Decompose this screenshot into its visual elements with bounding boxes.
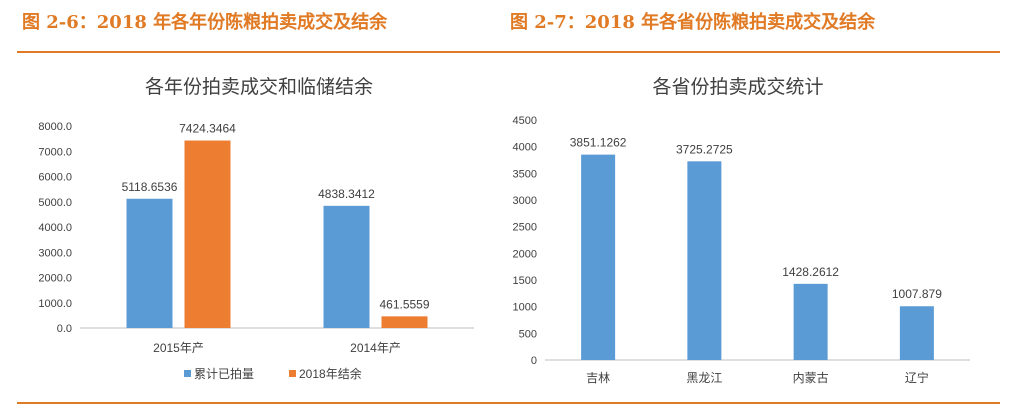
data-label: 3851.1262 [570, 136, 627, 150]
category-label: 2014年产 [350, 341, 401, 355]
bar [323, 205, 370, 328]
data-label: 461.5559 [379, 297, 429, 311]
y-tick-label: 4500 [513, 115, 537, 127]
y-tick-label: 1000.0 [38, 298, 72, 310]
y-tick-label: 3500 [513, 168, 537, 180]
category-label: 内蒙古 [793, 370, 829, 385]
figure-2-7-title: 图 2-7：2018 年各省份陈粮拍卖成交及结余 [510, 12, 876, 33]
category-label: 辽宁 [905, 370, 929, 385]
bar [581, 154, 616, 360]
y-tick-label: 5000.0 [38, 197, 72, 209]
y-tick-label: 3000.0 [38, 247, 72, 259]
chart-by-province: 各省份拍卖成交统计 0 500 1000 1500 2000 2500 3000 3500 400… [513, 76, 970, 385]
bar [793, 283, 828, 360]
y-tick-label: 1000 [513, 302, 537, 314]
y-tick-label: 1500 [513, 275, 537, 287]
legend-swatch [184, 370, 191, 377]
bar [381, 316, 428, 328]
y-tick-label: 0 [531, 355, 537, 367]
y-tick-label: 4000.0 [38, 222, 72, 234]
data-label: 1428.2612 [782, 265, 839, 279]
chart-title: 各省份拍卖成交统计 [652, 76, 823, 98]
data-label: 1007.879 [892, 287, 942, 301]
bar [899, 306, 934, 360]
top-divider [17, 51, 1000, 53]
category-label: 黑龙江 [686, 371, 722, 385]
chart-title: 各年份拍卖成交和临储结余 [145, 76, 373, 98]
y-tick-label: 7000.0 [38, 146, 72, 158]
y-tick-label: 2500 [513, 222, 537, 234]
bar [687, 161, 722, 360]
category-label: 吉林 [586, 371, 610, 385]
figure-2-6-title: 图 2-6：2018 年各年份陈粮拍卖成交及结余 [22, 12, 388, 33]
data-label: 3725.2725 [676, 142, 733, 156]
y-tick-label: 2000.0 [38, 273, 72, 285]
y-tick-label: 6000.0 [38, 172, 72, 184]
bar [184, 140, 231, 328]
y-tick-label: 4000 [513, 142, 537, 154]
category-label: 2015年产 [153, 341, 204, 355]
y-tick-label: 2000 [513, 248, 537, 260]
legend-label: 累计已拍量 [194, 366, 254, 381]
y-tick-label: 0.0 [57, 323, 72, 335]
data-label: 4838.3412 [318, 187, 375, 201]
y-tick-label: 500 [519, 328, 537, 340]
bottom-divider [17, 402, 1000, 404]
y-tick-label: 3000 [513, 195, 537, 207]
legend-label: 2018年结余 [299, 366, 362, 381]
data-label: 5118.6536 [122, 180, 178, 194]
chart-by-year: 各年份拍卖成交和临储结余 0.0 1000.0 2000.0 3000.0 4000.0 5… [38, 76, 474, 381]
bar [126, 198, 173, 328]
y-tick-label: 8000.0 [38, 121, 72, 133]
legend-swatch [289, 370, 296, 377]
data-label: 7424.3464 [179, 122, 236, 136]
